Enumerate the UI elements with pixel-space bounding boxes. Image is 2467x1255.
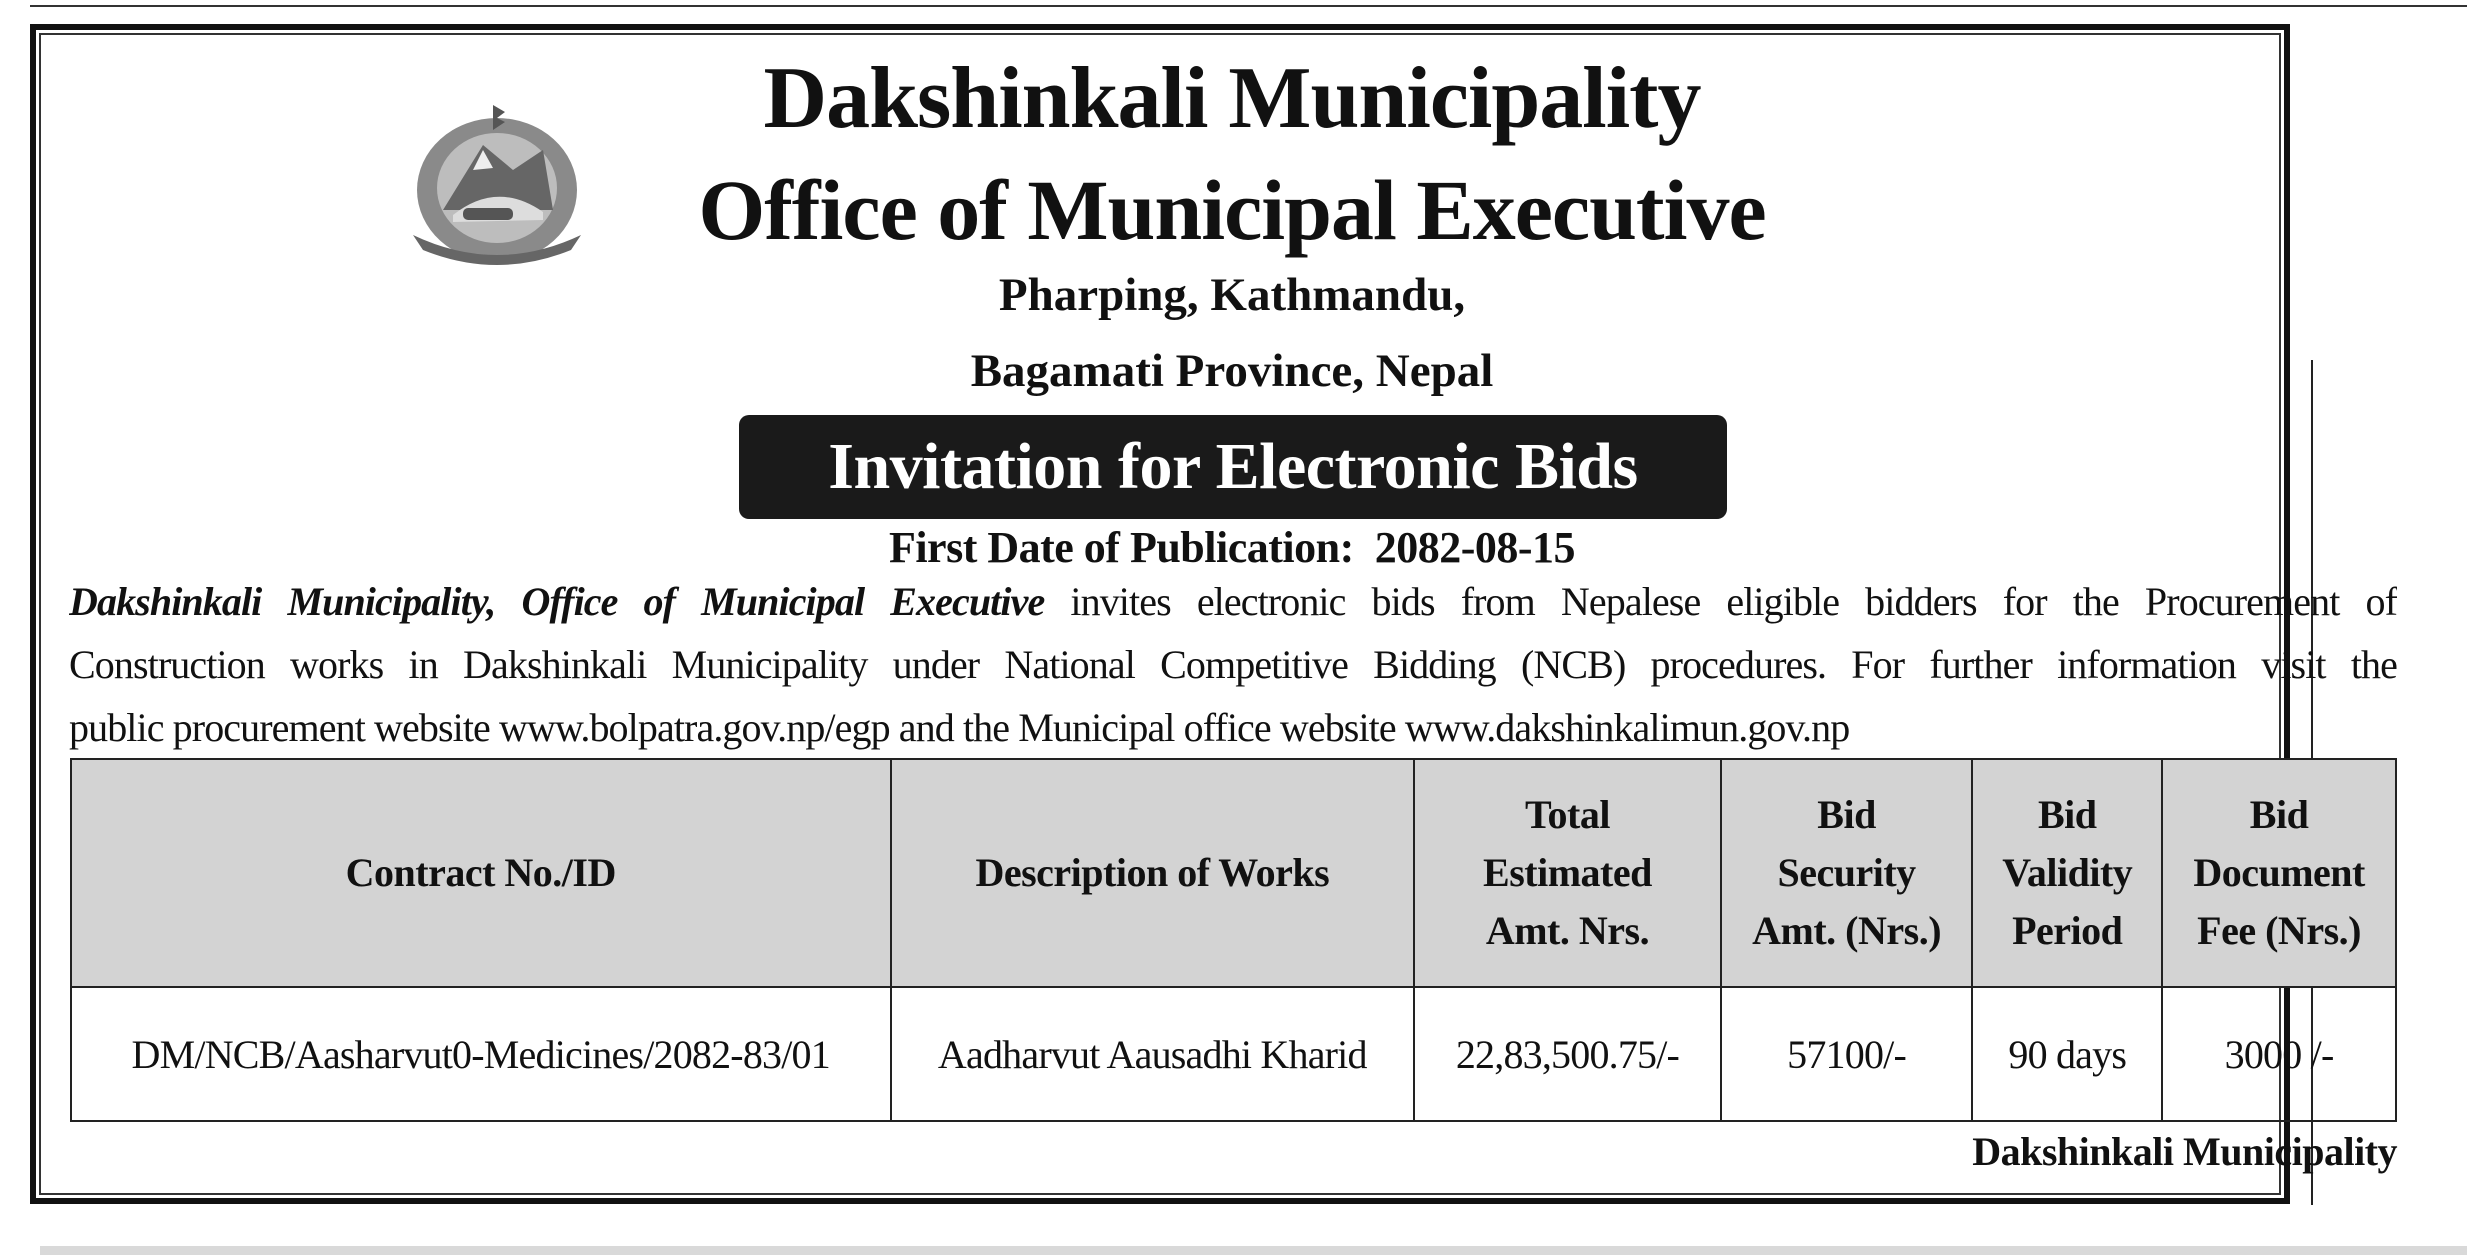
table-row: DM/NCB/Aasharvut0-Medicines/2082-83/01 Aa… xyxy=(70,986,2397,1122)
header-text: Description of Works xyxy=(975,850,1330,895)
inner-border xyxy=(39,33,2281,1195)
table-cell: 22,83,500.75/- xyxy=(1413,986,1722,1122)
header-text: Period xyxy=(2012,908,2123,953)
bid-table: Contract No./ID Description of Works Total… xyxy=(70,758,2397,1122)
header-text: Amt. Nrs. xyxy=(1485,908,1650,953)
paragraph-line: Construction works in Dakshinkali Munici… xyxy=(69,642,2397,687)
header-contract-no: Contract No./ID xyxy=(70,758,892,988)
top-rule xyxy=(30,5,2467,7)
page-title: Dakshinkali Municipality xyxy=(763,50,1702,147)
header-text: Contract No./ID xyxy=(345,850,617,895)
header-bid-security: Bid Security Amt. (Nrs.) xyxy=(1719,758,1974,988)
header-total-estimated: Total Estimated Amt. Nrs. xyxy=(1413,758,1722,988)
publication-label: First Date of Publication: xyxy=(888,523,1354,572)
header-text: Fee (Nrs.) xyxy=(2197,908,2361,953)
address-line-2: Bagamati Province, Nepal xyxy=(970,345,1494,397)
header-text: Validity xyxy=(2002,850,2133,895)
header-text: Document xyxy=(2193,850,2365,895)
paragraph-line: Dakshinkali Municipality, Office of Muni… xyxy=(69,574,2397,637)
table-cell: DM/NCB/Aasharvut0-Medicines/2082-83/01 xyxy=(70,986,892,1122)
paragraph-lead: Dakshinkali Municipality, Office of Muni… xyxy=(69,579,1045,624)
header-text: Bid xyxy=(1817,792,1876,837)
header-bid-document-fee: Bid Document Fee (Nrs.) xyxy=(2161,758,2397,988)
header-description: Description of Works xyxy=(889,758,1416,988)
notice-banner: Invitation for Electronic Bids xyxy=(739,415,1727,519)
publication-date: First Date of Publication: 2082-08-15 xyxy=(0,522,2464,573)
header-text: Bid xyxy=(2249,792,2309,837)
header-text: Estimated xyxy=(1483,850,1652,895)
header-text: Security xyxy=(1777,850,1916,895)
header-text: Amt. (Nrs.) xyxy=(1752,908,1942,953)
table-cell: 90 days xyxy=(1971,986,2164,1122)
notice-paragraph: Dakshinkali Municipality, Office of Muni… xyxy=(69,574,2397,763)
header-bid-validity: Bid Validity Period xyxy=(1971,758,2164,988)
paragraph-text: invites electronic bids from Nepalese el… xyxy=(1044,579,2397,624)
notice-frame xyxy=(30,24,2290,1204)
header-text: Bid xyxy=(2037,792,2097,837)
signature: Dakshinkali Municipality xyxy=(1972,1129,2397,1174)
table-header-row: Contract No./ID Description of Works Total… xyxy=(70,758,2397,988)
nepal-emblem-icon xyxy=(413,105,581,265)
publication-date-value: 2082-08-15 xyxy=(1374,523,1576,572)
office-title: Office of Municipal Executive xyxy=(698,162,1766,258)
table-cell: Aadharvut Aausadhi Kharid xyxy=(889,986,1416,1122)
table-cell: 3000 /- xyxy=(2161,986,2397,1122)
bottom-bar xyxy=(40,1246,2467,1255)
address-line-1: Pharping, Kathmandu, xyxy=(998,269,1466,321)
header-text: Total xyxy=(1524,792,1610,837)
paragraph-line: public procurement website www.bolpatra.… xyxy=(69,705,1850,750)
table-cell: 57100/- xyxy=(1719,986,1974,1122)
